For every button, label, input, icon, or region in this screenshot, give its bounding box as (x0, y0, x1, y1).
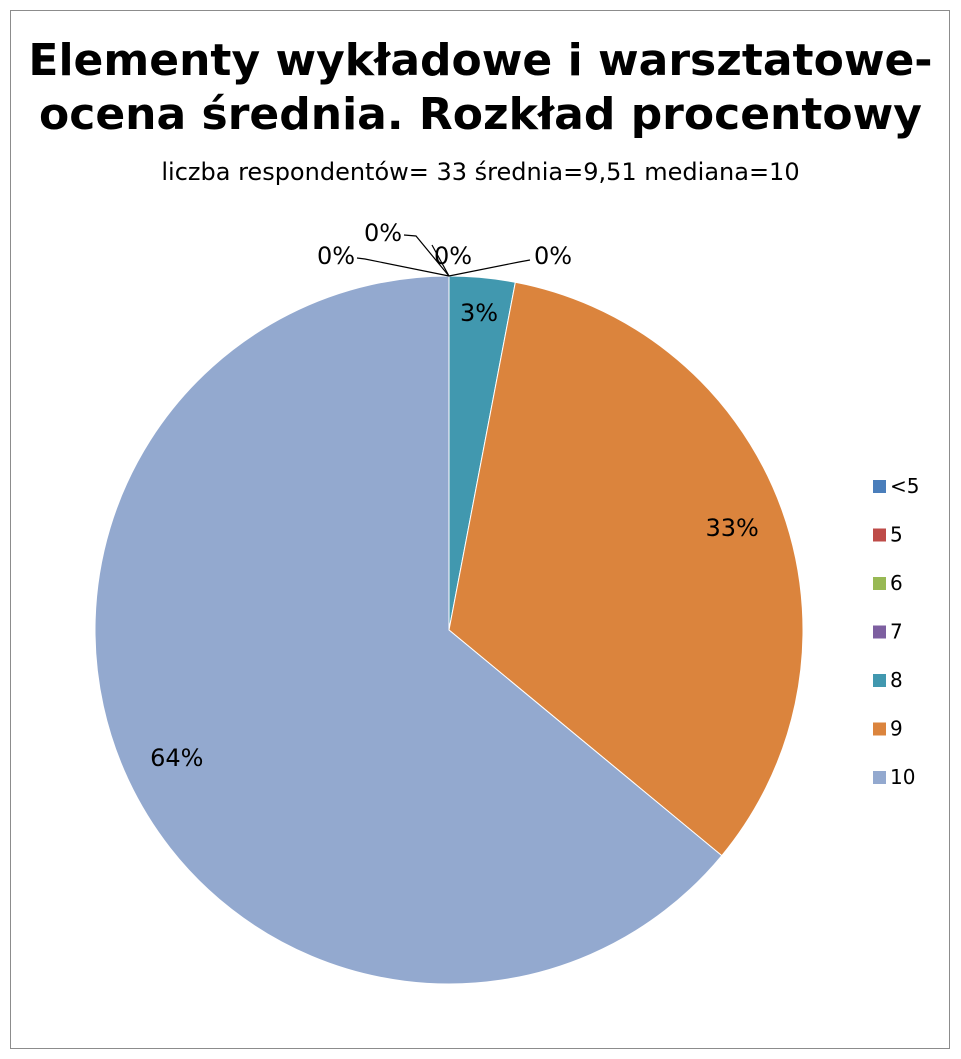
legend-item-5: <5 (873, 474, 919, 498)
data-label-9: 33% (705, 514, 758, 542)
legend-item-6: 6 (873, 571, 903, 595)
legend-item-7: 7 (873, 620, 903, 644)
legend-label-5: <5 (890, 474, 919, 498)
legend-item-9: 9 (873, 717, 903, 741)
data-label-5: 0% (364, 219, 402, 247)
legend-label-9: 9 (890, 717, 903, 741)
legend-label-8: 8 (890, 668, 903, 692)
legend-item-8: 8 (873, 668, 903, 692)
legend-item-5: 5 (873, 523, 903, 547)
legend-item-10: 10 (873, 765, 915, 789)
data-label-6: 0% (434, 242, 472, 270)
legend-swatch-5 (873, 529, 886, 542)
data-label-5: 0% (317, 242, 355, 270)
legend-swatch-10 (873, 771, 886, 784)
legend-swatch-5 (873, 480, 886, 493)
pie-slices (95, 276, 803, 984)
legend-label-5: 5 (890, 523, 903, 547)
legend-swatch-9 (873, 723, 886, 736)
legend-swatch-6 (873, 577, 886, 590)
data-label-8: 3% (460, 299, 498, 327)
data-label-10: 64% (150, 744, 203, 772)
legend-swatch-7 (873, 626, 886, 639)
data-label-7: 0% (534, 242, 572, 270)
legend-label-6: 6 (890, 571, 903, 595)
legend-label-7: 7 (890, 620, 903, 644)
legend-label-10: 10 (890, 765, 915, 789)
legend-swatch-8 (873, 674, 886, 687)
legend: <5 5 6 7 8 9 10 (873, 474, 919, 789)
